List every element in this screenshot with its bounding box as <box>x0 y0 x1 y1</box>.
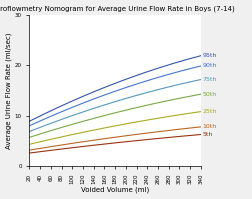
Text: 10th: 10th <box>202 124 216 129</box>
Text: 25th: 25th <box>202 109 216 114</box>
Text: 75th: 75th <box>202 77 216 82</box>
Text: 50th: 50th <box>202 92 216 97</box>
X-axis label: Voided Volume (ml): Voided Volume (ml) <box>81 187 149 193</box>
Text: 5th: 5th <box>202 132 212 137</box>
Title: Uroflowmetry Nomogram for Average Urine Flow Rate in Boys (7-14): Uroflowmetry Nomogram for Average Urine … <box>0 6 234 12</box>
Text: 95th: 95th <box>202 53 216 58</box>
Y-axis label: Average Urine Flow Rate (ml/sec): Average Urine Flow Rate (ml/sec) <box>6 32 12 149</box>
Text: 90th: 90th <box>202 63 216 68</box>
